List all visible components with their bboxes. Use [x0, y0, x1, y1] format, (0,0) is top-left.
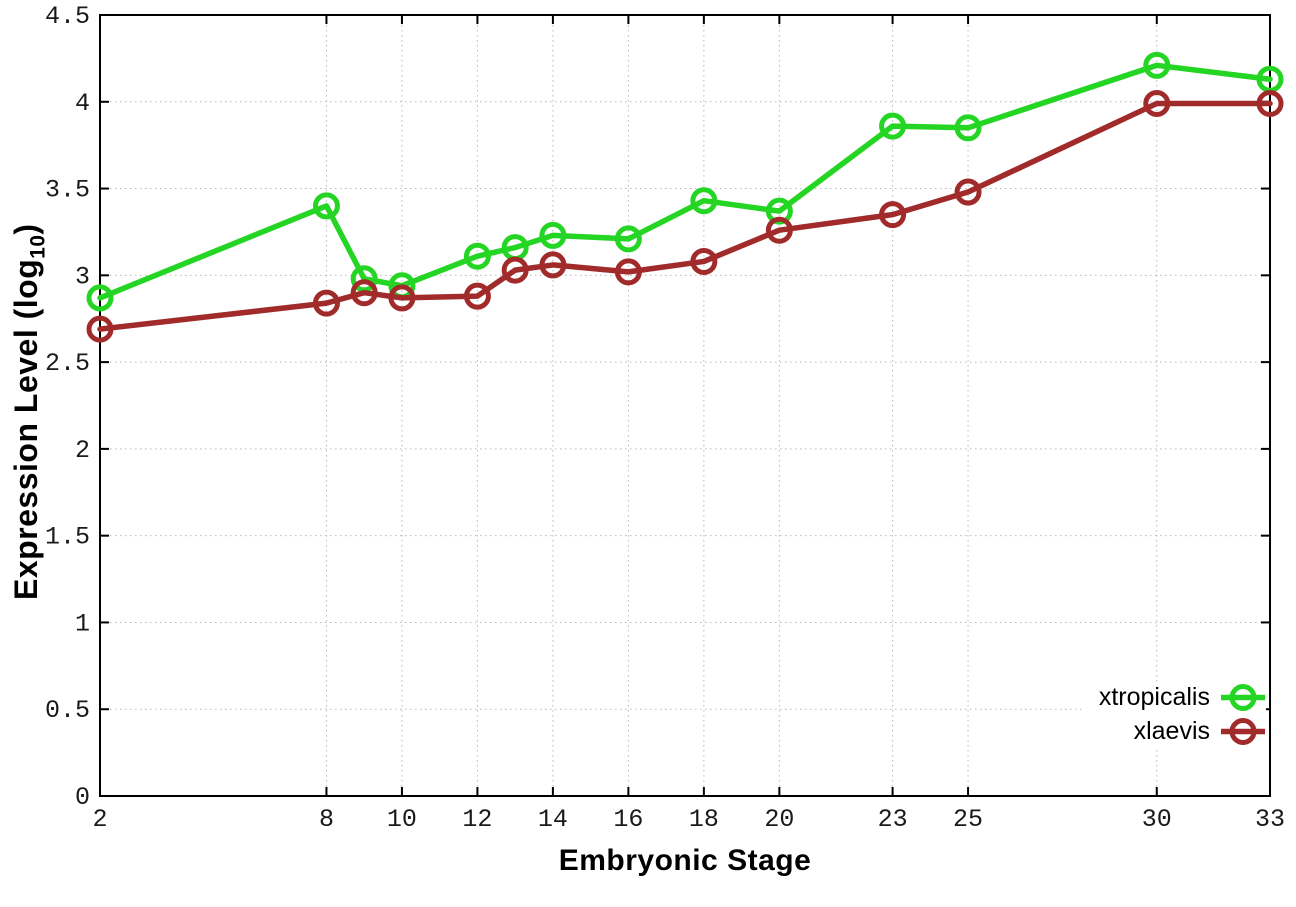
y-axis-title: Expression Level (log10) — [8, 223, 50, 600]
y-axis-title-text: Expression Level (log — [8, 258, 44, 600]
y-tick-label: 4.5 — [45, 2, 90, 31]
data-point-xtropicalis — [86, 284, 114, 312]
data-point-xtropicalis — [954, 114, 982, 142]
y-tick-label: 1 — [75, 609, 90, 638]
legend-marker-xlaevis-icon — [1221, 718, 1265, 745]
y-axis-title-subscript: 10 — [26, 234, 50, 259]
x-tick-label: 30 — [1142, 805, 1172, 834]
data-point-xtropicalis — [765, 197, 793, 225]
y-tick-label: 4 — [75, 89, 90, 118]
legend: xtropicalis xlaevis — [1084, 682, 1266, 747]
x-tick-label: 2 — [92, 805, 107, 834]
legend-label-xtropicalis: xtropicalis — [1098, 683, 1210, 711]
x-tick-label: 18 — [689, 805, 719, 834]
y-tick-label: 3.5 — [45, 176, 90, 205]
series-line-xlaevis — [97, 100, 1273, 332]
data-point-xlaevis — [501, 256, 529, 284]
x-tick-label: 20 — [764, 805, 794, 834]
data-point-xlaevis — [614, 258, 642, 286]
y-tick-label: 2.5 — [45, 349, 90, 378]
plot-border — [99, 14, 1271, 797]
data-point-xlaevis — [1256, 90, 1284, 118]
x-tick-label: 33 — [1255, 805, 1285, 834]
x-axis-title: Embryonic Stage — [558, 844, 812, 877]
legend-marker-xtropicalis-icon — [1221, 684, 1265, 711]
x-tick-label: 23 — [878, 805, 908, 834]
x-tick-label: 14 — [538, 805, 568, 834]
y-tick-label: 2 — [75, 436, 90, 465]
legend-label-xlaevis: xlaevis — [1133, 717, 1210, 745]
data-point-xlaevis — [350, 279, 378, 307]
y-tick-label: 1.5 — [45, 523, 90, 552]
legend-item-xlaevis: xlaevis — [1134, 716, 1266, 747]
data-point-xlaevis — [765, 216, 793, 244]
data-point-xtropicalis — [350, 265, 378, 293]
data-point-xtropicalis — [1143, 51, 1171, 79]
data-point-xlaevis — [879, 201, 907, 229]
data-point-xlaevis — [690, 247, 718, 275]
data-point-xlaevis — [463, 282, 491, 310]
x-tick-label: 12 — [462, 805, 492, 834]
data-point-xtropicalis — [614, 225, 642, 253]
data-point-xtropicalis — [539, 221, 567, 249]
y-tick-label: 0 — [75, 783, 90, 812]
data-point-xtropicalis — [312, 192, 340, 220]
legend-item-xtropicalis: xtropicalis — [1099, 682, 1266, 713]
x-tick-label: 10 — [387, 805, 417, 834]
data-point-xtropicalis — [879, 112, 907, 140]
y-tick-label: 0.5 — [45, 696, 90, 725]
y-axis-title-suffix: ) — [8, 223, 44, 235]
data-point-xlaevis — [1143, 90, 1171, 118]
data-point-xlaevis — [954, 178, 982, 206]
data-point-xlaevis — [539, 251, 567, 279]
data-point-xlaevis — [312, 289, 340, 317]
y-tick-label: 3 — [75, 262, 90, 291]
data-point-xtropicalis — [463, 242, 491, 270]
data-point-xtropicalis — [690, 187, 718, 215]
data-point-xlaevis — [388, 284, 416, 312]
x-tick-label: 8 — [319, 805, 334, 834]
x-tick-label: 16 — [613, 805, 643, 834]
data-point-xlaevis — [86, 315, 114, 343]
x-tick-label: 25 — [953, 805, 983, 834]
